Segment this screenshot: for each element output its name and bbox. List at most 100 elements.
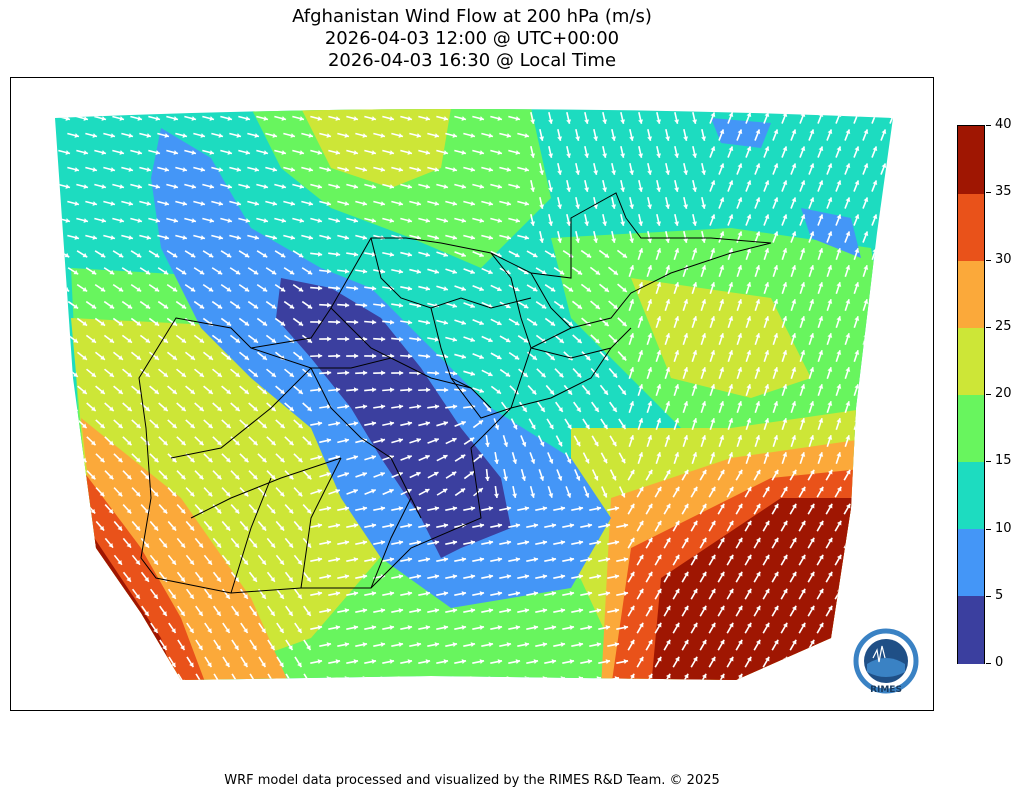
wind-arrow-head — [181, 269, 187, 275]
wind-arrow-head — [126, 645, 131, 651]
wind-arrow-head — [764, 146, 770, 152]
wind-arrow-head — [801, 622, 806, 628]
wind-arrow-head — [461, 286, 466, 292]
wind-arrow-head — [281, 218, 286, 223]
colorbar-tick-mark — [986, 394, 991, 395]
wind-arrow-head — [542, 608, 548, 614]
wind-arrow-head — [335, 218, 340, 223]
wind-arrow-head — [584, 187, 590, 192]
wind-arrow-head — [398, 201, 403, 206]
wind-arrow-head — [235, 304, 241, 309]
map-frame: RIMES — [10, 77, 934, 711]
wind-arrow-shaft — [889, 452, 893, 464]
wind-arrow-head — [647, 170, 653, 175]
wind-arrow-head — [234, 474, 240, 480]
wind-arrow-head — [506, 574, 512, 580]
wind-arrow-head — [773, 231, 779, 237]
wind-arrow-head — [818, 282, 824, 287]
wind-arrow-head — [65, 184, 70, 189]
wind-arrow-head — [171, 525, 177, 531]
wind-arrow-head — [792, 673, 797, 679]
wind-arrow-head — [217, 406, 222, 411]
wind-arrow-head — [872, 316, 878, 321]
colorbar-tick-label: 10 — [995, 520, 1012, 536]
wind-arrow-head — [873, 588, 878, 594]
wind-arrow-head — [837, 520, 842, 526]
colorbar-tick-label: 5 — [995, 587, 1004, 603]
wind-arrow-head — [216, 474, 222, 480]
wind-arrow-head — [145, 338, 150, 343]
wind-arrow-head — [863, 435, 869, 440]
wind-arrow-head — [846, 469, 851, 475]
wind-arrow-head — [891, 486, 893, 492]
wind-arrow-head — [92, 201, 97, 206]
wind-arrow-head — [335, 591, 341, 597]
wind-arrow-shaft — [807, 673, 815, 680]
wind-arrow-shaft — [87, 605, 96, 617]
wind-arrow-head — [235, 406, 240, 411]
wind-arrow-head — [353, 218, 358, 223]
wind-arrow-head — [136, 287, 142, 292]
wind-arrow-head — [90, 474, 96, 480]
wind-arrow-shaft — [871, 418, 877, 430]
wind-arrow-head — [128, 133, 133, 138]
colorbar-tick-mark — [986, 528, 991, 530]
wind-arrow-head — [872, 350, 878, 355]
wind-arrow-head — [665, 238, 671, 243]
wind-arrow-head — [603, 424, 608, 430]
wind-arrow-shaft — [879, 469, 887, 481]
wind-arrow-head — [208, 389, 213, 394]
wind-arrow-head — [737, 333, 743, 338]
wind-arrow-head — [317, 455, 322, 460]
wind-arrow-shaft — [132, 622, 141, 634]
province-border-4 — [430, 307, 472, 389]
wind-arrow-head — [719, 231, 725, 237]
wind-arrow-head — [81, 423, 87, 429]
wind-arrow-shaft — [862, 401, 868, 413]
wind-arrow-head — [702, 503, 707, 509]
wind-arrow-head — [728, 112, 734, 118]
wind-arrow-head — [263, 116, 268, 121]
wind-arrow-head — [488, 167, 493, 172]
wind-arrow-head — [81, 560, 86, 565]
wind-arrow-head — [100, 252, 106, 258]
wind-arrow-shaft — [355, 677, 368, 680]
wind-arrow-head — [65, 150, 70, 155]
wind-arrow-head — [371, 387, 377, 393]
wind-arrow-head — [119, 184, 124, 189]
wind-arrow-head — [407, 218, 412, 223]
wind-arrow-head — [452, 540, 458, 546]
wind-arrow-head — [407, 252, 413, 257]
wind-arrow-head — [746, 452, 752, 457]
wind-arrow-head — [189, 457, 195, 463]
wind-arrow-head — [389, 591, 395, 597]
wind-arrow-head — [306, 679, 311, 680]
wind-arrow-shaft — [77, 554, 87, 566]
wind-arrow-head — [674, 248, 680, 253]
wind-arrow-head — [683, 299, 689, 304]
wind-arrow-head — [117, 662, 122, 668]
wind-arrow-head — [614, 574, 620, 580]
wind-arrow-shaft — [871, 350, 877, 362]
wind-arrow-head — [639, 554, 644, 560]
wind-arrow-head — [434, 608, 440, 614]
wind-arrow-head — [539, 238, 545, 243]
wind-arrow-head — [524, 201, 529, 206]
wind-arrow-head — [647, 265, 653, 270]
wind-arrow-shaft — [105, 639, 114, 651]
wind-arrow-head — [548, 153, 554, 158]
wind-arrow-head — [621, 355, 627, 361]
wind-arrow-head — [270, 508, 276, 514]
wind-arrow-head — [180, 440, 186, 446]
wind-arrow-head — [593, 170, 599, 175]
wind-arrow-head — [171, 628, 176, 633]
wind-arrow-head — [244, 321, 250, 326]
wind-arrow-head — [90, 645, 95, 651]
wind-arrow-shaft — [445, 677, 458, 680]
wind-arrow-shaft — [888, 588, 893, 600]
wind-arrow-head — [648, 673, 653, 679]
wind-arrow-head — [577, 304, 582, 309]
wind-arrow-head — [470, 540, 476, 546]
wind-arrow-head — [407, 454, 412, 460]
province-border-7 — [190, 457, 342, 519]
